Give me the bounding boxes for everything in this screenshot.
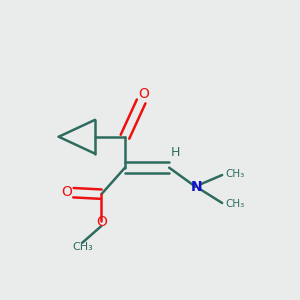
Text: O: O: [96, 215, 107, 229]
Text: CH₃: CH₃: [72, 242, 93, 252]
Text: N: N: [190, 180, 202, 194]
Text: CH₃: CH₃: [225, 169, 244, 179]
Text: O: O: [139, 87, 149, 101]
Text: CH₃: CH₃: [225, 199, 244, 209]
Text: H: H: [170, 146, 180, 159]
Text: O: O: [61, 185, 72, 199]
